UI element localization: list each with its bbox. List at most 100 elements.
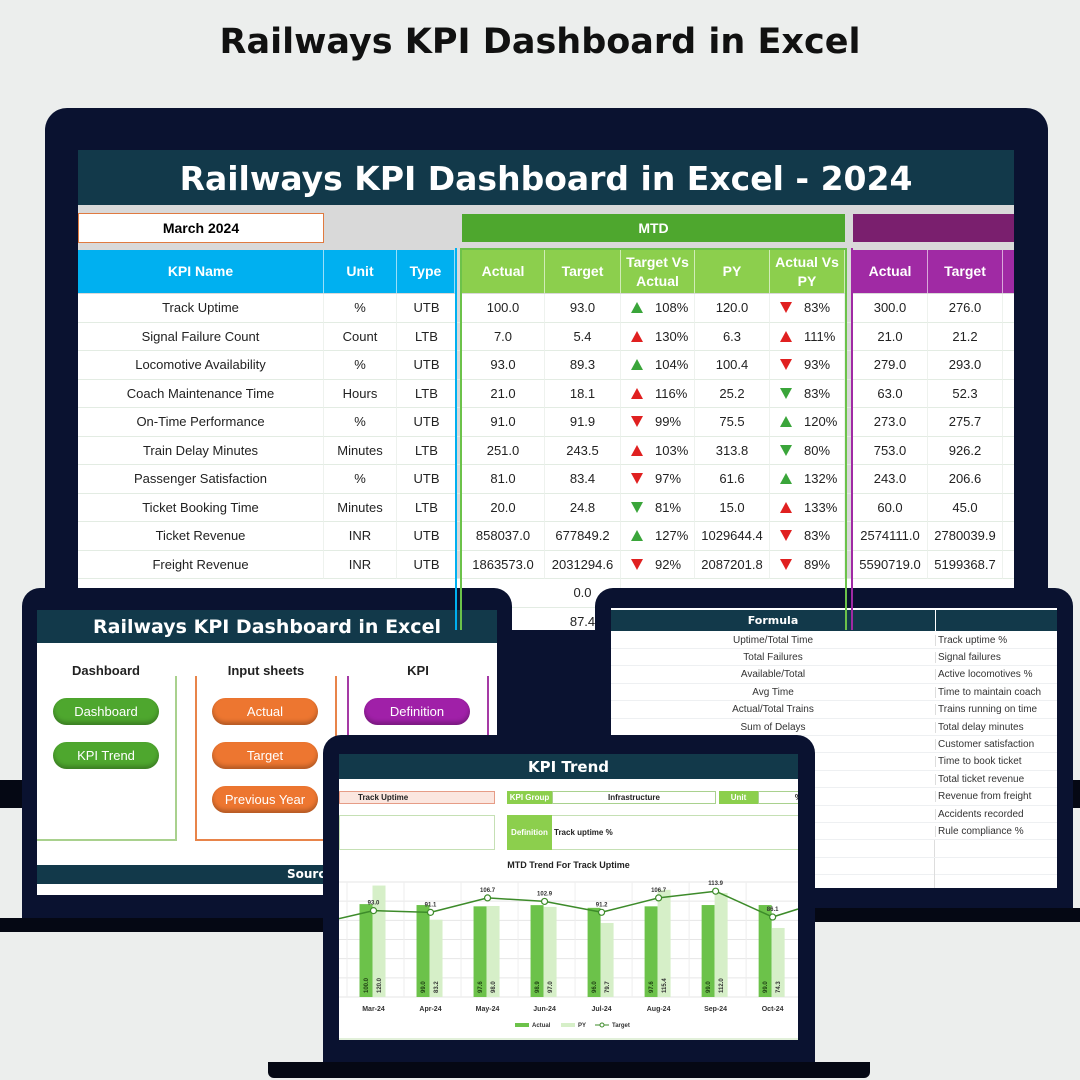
type-cell: LTB xyxy=(397,322,457,351)
mtd-actual-cell: 7.0 xyxy=(462,322,545,351)
formula-text: Uptime/Total Time xyxy=(732,634,814,646)
type-cell: UTB xyxy=(397,408,457,437)
ytd-actual-cell: 60.0 xyxy=(853,493,928,522)
py-data-label: 98.0 xyxy=(491,981,497,993)
actual-vs-py-cell-value: 132% xyxy=(804,471,838,487)
arrow-down-icon xyxy=(631,416,643,428)
actual-bar xyxy=(701,905,715,997)
ytd-target-cell: 21.2 xyxy=(928,322,1003,351)
trend-title: KPI Trend xyxy=(339,754,798,779)
target-data-label: 91.2 xyxy=(596,902,608,908)
ytd-more-cell xyxy=(1003,408,1014,437)
type-cell: LTB xyxy=(397,493,457,522)
actual-data-label: 99.0 xyxy=(706,981,712,993)
month-selector[interactable]: March 2024 xyxy=(78,213,324,243)
description-text: Customer satisfaction xyxy=(935,738,1034,750)
ytd-actual-cell: 5590719.0 xyxy=(853,550,928,579)
kpi-name-cell: Coach Maintenance Time xyxy=(78,379,324,408)
description-text: Time to maintain coach xyxy=(935,686,1041,698)
gap xyxy=(845,322,853,351)
x-tick-label: Jul-24 xyxy=(591,1006,611,1013)
actual-data-label: 100.0 xyxy=(364,977,370,993)
ytd-actual-cell: 273.0 xyxy=(853,408,928,437)
type-cell: UTB xyxy=(397,351,457,380)
arrow-up-icon xyxy=(631,444,643,456)
unit-cell: INR xyxy=(324,550,397,579)
mtd-actual-cell: 858037.0 xyxy=(462,522,545,551)
mtd-actual-cell: 1863573.0 xyxy=(462,550,545,579)
py-cell: 100.4 xyxy=(695,351,770,380)
mtd-target-cell: 2031294.6 xyxy=(545,550,621,579)
mtd-actual-cell: 91.0 xyxy=(462,408,545,437)
trend-screen: KPI Trend Track Uptime KPI Group Infrast… xyxy=(339,754,798,1040)
ytd-target-cell: 275.7 xyxy=(928,408,1003,437)
arrow-down-icon xyxy=(780,302,792,314)
target-point xyxy=(597,908,606,916)
ytd-more-cell xyxy=(1003,522,1014,551)
actual-button[interactable]: Actual xyxy=(212,698,318,725)
formula-text: Total Failures xyxy=(743,651,803,663)
target-vs-actual-cell: 108% xyxy=(621,294,695,323)
actual-bar xyxy=(416,905,430,997)
arrow-up-icon xyxy=(780,416,792,428)
definition-row: Accidents recorded xyxy=(611,806,1057,823)
py-cell: 15.0 xyxy=(695,493,770,522)
chart-title: MTD Trend For Track Uptime xyxy=(507,860,630,870)
target-button[interactable]: Target xyxy=(212,742,318,769)
kpi-trend-button[interactable]: KPI Trend xyxy=(53,742,159,769)
description-text: Accidents recorded xyxy=(935,808,1024,820)
py-cell: 120.0 xyxy=(695,294,770,323)
kpi-selector[interactable]: Track Uptime xyxy=(339,791,495,804)
actual-vs-py-cell-value: 80% xyxy=(804,442,831,458)
definition-row: Uptime/Total Time Track uptime % xyxy=(611,632,1057,649)
type-cell: UTB xyxy=(397,294,457,323)
ytd-more-cell xyxy=(1003,322,1014,351)
gap xyxy=(845,408,853,437)
empty-row xyxy=(611,840,1057,858)
group-dashboard-label: Dashboard xyxy=(72,663,140,678)
py-cell: 1029644.4 xyxy=(695,522,770,551)
kpi-name-cell: Freight Revenue xyxy=(78,550,324,579)
header-unit: Unit xyxy=(324,250,397,293)
trend-laptop-base xyxy=(268,1062,870,1078)
x-tick-label: Jun-24 xyxy=(533,1006,556,1013)
actual-data-label: 99.0 xyxy=(421,981,427,993)
py-data-label: 97.0 xyxy=(548,981,554,993)
type-cell: UTB xyxy=(397,522,457,551)
arrow-down-icon xyxy=(780,558,792,570)
ytd-target-cell: 52.3 xyxy=(928,379,1003,408)
target-point xyxy=(426,908,435,916)
gap xyxy=(845,294,853,323)
group-kpi-label: KPI xyxy=(407,663,429,678)
unit-cell: % xyxy=(324,294,397,323)
target-data-label: 93.0 xyxy=(368,901,380,907)
actual-vs-py-cell-value: 83% xyxy=(804,385,831,401)
kpi-name-cell: Ticket Booking Time xyxy=(78,493,324,522)
actual-bar xyxy=(530,905,544,997)
legend-actual-swatch xyxy=(515,1023,529,1027)
legend-py: PY xyxy=(578,1023,586,1029)
notes-box xyxy=(339,815,495,850)
definition-label: Definition xyxy=(507,815,552,850)
unit-cell: INR xyxy=(324,522,397,551)
target-vs-actual-cell: 92% xyxy=(621,550,695,579)
target-vs-actual-cell-value: 99% xyxy=(655,414,682,430)
arrow-up-icon xyxy=(631,302,643,314)
previous-year-button[interactable]: Previous Year xyxy=(212,786,318,813)
actual-data-label: 97.6 xyxy=(649,981,655,993)
arrow-up-icon xyxy=(780,501,792,513)
dashboard-button[interactable]: Dashboard xyxy=(53,698,159,725)
ytd-target-cell: 45.0 xyxy=(928,493,1003,522)
header-ytd-actual: Actual xyxy=(853,250,928,293)
description-text: Total ticket revenue xyxy=(935,773,1024,785)
legend-py-swatch xyxy=(561,1023,575,1027)
formula-text: Avg Time xyxy=(752,686,794,698)
definition-row: Total Failures Signal failures xyxy=(611,649,1057,667)
arrow-up-icon xyxy=(631,359,643,371)
actual-data-label: 99.0 xyxy=(763,981,769,993)
description-text: Time to book ticket xyxy=(935,756,1022,768)
py-cell: 6.3 xyxy=(695,322,770,351)
target-vs-actual-cell: 127% xyxy=(621,522,695,551)
type-cell: UTB xyxy=(397,550,457,579)
definition-button[interactable]: Definition xyxy=(364,698,470,725)
